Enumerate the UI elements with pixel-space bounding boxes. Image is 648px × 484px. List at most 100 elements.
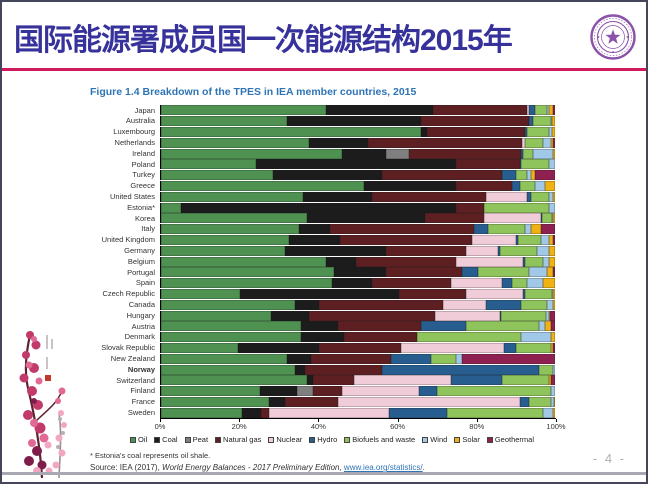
- bar-segment-natural-gas: [381, 170, 502, 181]
- bar-segment-natural-gas: [330, 224, 475, 235]
- bar-segment-geothermal: [535, 170, 555, 181]
- bar-segment-coal: [287, 116, 422, 127]
- country-bar: [160, 116, 555, 127]
- bar-segment-coal: [269, 396, 286, 407]
- bar-segment-nuclear: [521, 137, 526, 148]
- bar-segment-nuclear: [466, 245, 498, 256]
- bottom-rule: [2, 472, 646, 475]
- axis-tick-label: 100%: [546, 422, 566, 432]
- country-label: Austria: [131, 321, 155, 331]
- source-link[interactable]: www.iea.org/statistics/: [343, 463, 423, 473]
- bar-segment-coal: [334, 267, 386, 278]
- bar-segment-natural-gas: [367, 137, 522, 148]
- bar-segment-coal: [241, 407, 262, 418]
- bar-segment-coal: [302, 191, 372, 202]
- legend-item-natural-gas: Natural gas: [215, 435, 261, 444]
- figure-source: Source: IEA (2017), World Energy Balance…: [90, 463, 570, 472]
- bar-segment-oil: [161, 407, 242, 418]
- bar-segment-natural-gas: [424, 213, 485, 224]
- bar-segment-nuclear: [456, 256, 524, 267]
- bar-segment-oil: [161, 148, 343, 159]
- bar-segment-natural-gas: [312, 375, 355, 386]
- country-label: Sweden: [127, 407, 155, 417]
- legend-swatch-natural-gas: [215, 436, 222, 443]
- bar-segment-wind: [549, 159, 555, 170]
- country-label: France: [131, 397, 155, 407]
- bar-segment-hydro: [523, 256, 526, 267]
- bar-segment-hydro: [486, 299, 522, 310]
- bar-segment-coal: [300, 321, 339, 332]
- bar-segment-oil: [161, 202, 181, 213]
- legend-label: Wind: [430, 435, 448, 445]
- bar-segment-solar: [531, 224, 542, 235]
- bar-segment-oil: [161, 159, 256, 170]
- bar-segment-natural-gas: [312, 386, 343, 397]
- figure: Figure 1.4 Breakdown of the TPES in IEA …: [90, 86, 570, 472]
- bar-segment-oil: [161, 137, 309, 148]
- chart-row: Estonia*: [90, 202, 570, 213]
- bar-segment-biofuels-and-waste: [417, 332, 522, 343]
- bar-segment-solar: [552, 299, 555, 310]
- bar-segment-oil: [161, 116, 288, 127]
- bar-segment-natural-gas: [385, 245, 467, 256]
- bar-segment-biofuels-and-waste: [515, 342, 552, 353]
- bar-segment-solar: [531, 170, 536, 181]
- bar-segment-coal: [285, 245, 386, 256]
- bar-segment-hydro: [421, 321, 467, 332]
- legend-item-solar: Solar: [454, 435, 480, 444]
- bar-segment-nuclear: [484, 213, 542, 224]
- bar-segment-biofuels-and-waste: [525, 256, 544, 267]
- legend-label: Geothermal: [494, 435, 535, 445]
- legend-swatch-nuclear: [268, 436, 275, 443]
- chart-row: Czech Republic: [90, 288, 570, 300]
- bar-segment-wind: [539, 321, 546, 332]
- legend-label: Coal: [162, 435, 178, 445]
- bar-segment-wind: [456, 353, 463, 364]
- bar-segment-oil: [161, 256, 327, 267]
- figure-footnote: * Estonia's coal represents oil shale.: [90, 451, 211, 461]
- bar-segment-solar: [552, 191, 555, 202]
- axis-tick-label: 0%: [154, 422, 166, 432]
- bar-segment-biofuels-and-waste: [501, 375, 550, 386]
- country-bar: [160, 342, 555, 353]
- bar-segment-oil: [161, 310, 272, 321]
- bar-segment-hydro: [389, 407, 447, 418]
- bar-segment-natural-gas: [318, 299, 443, 310]
- bar-segment-nuclear: [486, 191, 528, 202]
- legend-item-oil: Oil: [129, 435, 147, 444]
- country-bar: [160, 353, 555, 364]
- bar-segment-natural-gas: [426, 126, 526, 137]
- legend-item-geothermal: Geothermal: [486, 435, 535, 445]
- page-number: - 4 -: [592, 451, 626, 466]
- bar-segment-oil: [161, 353, 288, 364]
- bar-segment-coal: [298, 224, 331, 235]
- bar-segment-hydro: [499, 310, 501, 321]
- bar-segment-oil: [161, 191, 303, 202]
- bar-segment-hydro: [503, 342, 516, 353]
- chart-row: Norway: [90, 364, 570, 375]
- bar-segment-natural-gas: [310, 353, 392, 364]
- bar-segment-solar: [551, 137, 553, 148]
- bar-segment-coal: [273, 170, 382, 181]
- bar-segment-solar: [552, 213, 555, 224]
- chart-row: Canada: [90, 299, 570, 310]
- bar-segment-nuclear: [466, 288, 524, 299]
- bar-segment-natural-gas: [371, 278, 451, 289]
- country-bar: [160, 148, 555, 159]
- bar-segment-natural-gas: [261, 407, 270, 418]
- legend-item-peat: Peat: [184, 435, 208, 444]
- bar-segment-hydro: [391, 353, 431, 364]
- country-bar: [160, 332, 555, 343]
- bar-segment-wind: [543, 137, 552, 148]
- legend-swatch-hydro: [309, 436, 316, 443]
- country-bar: [160, 310, 555, 321]
- bar-segment-geothermal: [549, 310, 555, 321]
- bar-segment-natural-gas: [456, 159, 520, 170]
- bar-segment-nuclear: [401, 342, 504, 353]
- country-label: Czech Republic: [102, 289, 155, 299]
- bar-segment-coal: [421, 126, 427, 137]
- legend-label: Natural gas: [223, 435, 262, 445]
- bar-segment-coal: [289, 234, 341, 245]
- bar-segment-solar: [552, 288, 555, 299]
- bar-segment-natural-gas: [371, 191, 487, 202]
